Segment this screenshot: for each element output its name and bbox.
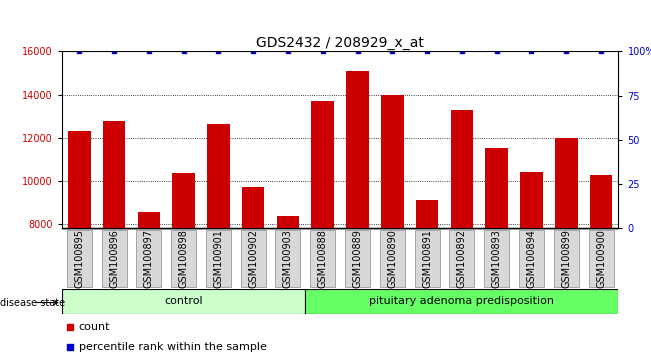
FancyBboxPatch shape	[345, 229, 370, 287]
Point	[387, 48, 398, 54]
Text: GSM100896: GSM100896	[109, 229, 119, 288]
FancyBboxPatch shape	[519, 229, 544, 287]
Point	[422, 48, 432, 54]
Text: count: count	[79, 322, 110, 332]
FancyBboxPatch shape	[171, 229, 196, 287]
Bar	[207, 124, 230, 354]
Text: GSM100893: GSM100893	[492, 229, 502, 288]
Point	[65, 324, 76, 330]
Point	[352, 48, 363, 54]
Point	[65, 344, 76, 350]
Text: GSM100902: GSM100902	[248, 229, 258, 288]
Text: GSM100889: GSM100889	[353, 229, 363, 288]
Text: disease state: disease state	[0, 297, 65, 308]
FancyBboxPatch shape	[380, 229, 405, 287]
Bar	[520, 172, 543, 354]
FancyBboxPatch shape	[275, 229, 301, 287]
Text: GSM100894: GSM100894	[527, 229, 536, 288]
Text: GSM100890: GSM100890	[387, 229, 397, 288]
Point	[596, 48, 606, 54]
Text: percentile rank within the sample: percentile rank within the sample	[79, 342, 266, 352]
FancyBboxPatch shape	[449, 229, 475, 287]
Text: GSM100903: GSM100903	[283, 229, 293, 288]
FancyBboxPatch shape	[206, 229, 231, 287]
Point	[492, 48, 502, 54]
Text: GSM100895: GSM100895	[74, 229, 84, 288]
Text: GSM100899: GSM100899	[561, 229, 572, 288]
Text: GSM100900: GSM100900	[596, 229, 606, 288]
Point	[178, 48, 189, 54]
Point	[457, 48, 467, 54]
Point	[213, 48, 223, 54]
Point	[109, 48, 119, 54]
FancyBboxPatch shape	[305, 289, 618, 314]
Bar	[242, 187, 264, 354]
FancyBboxPatch shape	[554, 229, 579, 287]
Text: GSM100898: GSM100898	[178, 229, 189, 288]
Bar	[173, 173, 195, 354]
Bar	[590, 176, 613, 354]
Text: GSM100901: GSM100901	[214, 229, 223, 288]
Text: GSM100891: GSM100891	[422, 229, 432, 288]
Bar	[137, 212, 160, 354]
Bar	[68, 131, 90, 354]
Point	[248, 48, 258, 54]
Point	[74, 48, 85, 54]
FancyBboxPatch shape	[102, 229, 126, 287]
Bar	[346, 71, 369, 354]
FancyBboxPatch shape	[241, 229, 266, 287]
FancyBboxPatch shape	[311, 229, 335, 287]
FancyBboxPatch shape	[62, 289, 305, 314]
Point	[561, 48, 572, 54]
Bar	[103, 121, 126, 354]
Bar	[450, 110, 473, 354]
Bar	[486, 148, 508, 354]
FancyBboxPatch shape	[415, 229, 439, 287]
Bar	[277, 216, 299, 354]
Bar	[311, 101, 334, 354]
FancyBboxPatch shape	[136, 229, 161, 287]
Title: GDS2432 / 208929_x_at: GDS2432 / 208929_x_at	[256, 36, 424, 50]
Text: GSM100888: GSM100888	[318, 229, 327, 288]
FancyBboxPatch shape	[484, 229, 509, 287]
Bar	[381, 95, 404, 354]
Text: pituitary adenoma predisposition: pituitary adenoma predisposition	[369, 296, 555, 306]
FancyBboxPatch shape	[66, 229, 92, 287]
Text: GSM100892: GSM100892	[457, 229, 467, 288]
Point	[283, 48, 293, 54]
Point	[318, 48, 328, 54]
Bar	[555, 138, 577, 354]
Point	[144, 48, 154, 54]
Point	[526, 48, 536, 54]
Text: control: control	[164, 296, 203, 306]
Bar	[416, 200, 438, 354]
FancyBboxPatch shape	[589, 229, 614, 287]
Text: GSM100897: GSM100897	[144, 229, 154, 288]
